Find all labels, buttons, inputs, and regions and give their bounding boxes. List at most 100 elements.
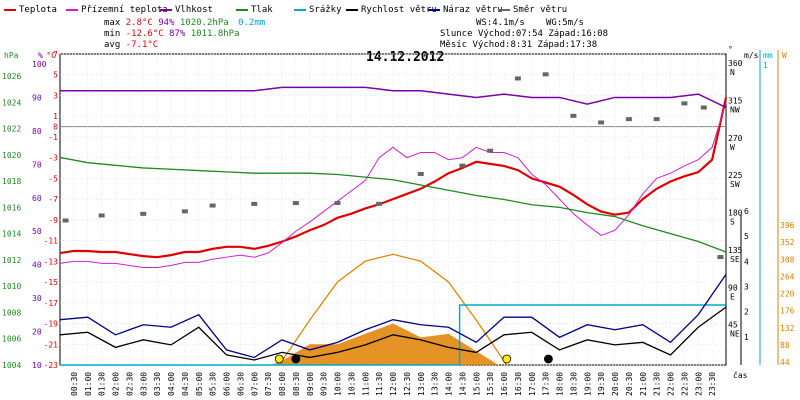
percent-axis-label: % bbox=[38, 51, 43, 60]
max-pressure: 1020.2hPa bbox=[179, 18, 229, 28]
x-tick: 19:00 bbox=[583, 372, 592, 396]
max-humidity: 94% bbox=[158, 18, 175, 28]
series-srazky bbox=[60, 304, 726, 366]
hpa-tick: 1004 bbox=[2, 361, 21, 370]
percent-tick: 100 bbox=[32, 60, 47, 69]
direction-tick-label: N bbox=[730, 68, 735, 77]
stats-ws: WS:4.1m/s bbox=[476, 18, 525, 28]
wind-direction-point bbox=[98, 213, 105, 218]
stats-sun-row: Slunce Východ:07:54 Západ:16:08 bbox=[440, 29, 608, 40]
x-tick: 10:00 bbox=[334, 372, 343, 396]
max-label: max bbox=[104, 18, 121, 28]
hpa-tick: 1016 bbox=[2, 203, 21, 212]
sun-moon-marker bbox=[502, 354, 512, 364]
percent-tick: 10 bbox=[32, 361, 42, 370]
x-tick: 06:00 bbox=[223, 372, 232, 396]
direction-tick-label: SW bbox=[730, 180, 740, 189]
x-tick: 11:30 bbox=[375, 372, 384, 396]
hpa-tick: 1010 bbox=[2, 282, 21, 291]
ms-tick: 5 bbox=[744, 232, 749, 241]
wind-direction-point bbox=[598, 120, 605, 125]
moon-rise: Východ:8:31 bbox=[472, 40, 533, 50]
x-axis-label: čas bbox=[733, 370, 748, 380]
legend-swatch bbox=[498, 8, 510, 11]
legend-label: Náraz větru bbox=[443, 5, 503, 15]
direction-tick: 360 bbox=[728, 59, 743, 68]
wm2-tick: 220 bbox=[780, 290, 795, 299]
x-tick: 04:00 bbox=[167, 372, 176, 396]
x-tick: 09:00 bbox=[306, 372, 315, 396]
wind-direction-point bbox=[653, 117, 660, 122]
celsius-tick: 5 bbox=[53, 71, 58, 80]
ms-tick: 4 bbox=[744, 257, 749, 266]
hpa-tick: 1018 bbox=[2, 177, 21, 186]
wind-direction-point bbox=[487, 148, 494, 153]
legend-item-5: Rychlost větru bbox=[346, 4, 437, 16]
direction-axis-label: ° bbox=[728, 45, 733, 54]
celsius-tick: -9 bbox=[48, 216, 58, 225]
legend-label: Vlhkost bbox=[175, 5, 213, 15]
legend-item-2: Vlhkost bbox=[160, 4, 213, 16]
wind-direction-point bbox=[417, 171, 424, 176]
legend-label: Rychlost větru bbox=[361, 5, 437, 15]
x-tick: 00:30 bbox=[70, 372, 79, 396]
legend-label: Tlak bbox=[251, 5, 273, 15]
celsius-tick: -19 bbox=[44, 320, 59, 329]
ms-tick: 3 bbox=[744, 283, 749, 292]
sun-set: Západ:16:08 bbox=[548, 29, 608, 39]
direction-tick-label: E bbox=[730, 292, 735, 301]
legend-swatch bbox=[428, 8, 440, 11]
celsius-tick: -13 bbox=[44, 257, 59, 266]
direction-tick: 270 bbox=[728, 134, 743, 143]
x-tick: 21:00 bbox=[639, 372, 648, 396]
celsius-tick: 3 bbox=[53, 91, 58, 100]
sun-moon-marker bbox=[291, 354, 301, 364]
celsius-tick: -3 bbox=[48, 154, 58, 163]
min-pressure: 1011.8hPa bbox=[190, 29, 240, 39]
percent-tick: 50 bbox=[32, 227, 42, 236]
legend-swatch bbox=[346, 8, 358, 11]
legend-label: Přízemní teplota bbox=[81, 5, 168, 15]
x-tick: 08:00 bbox=[278, 372, 287, 396]
wm2-tick: 352 bbox=[780, 238, 795, 247]
legend-swatch bbox=[294, 8, 306, 11]
wind-direction-point bbox=[62, 218, 69, 223]
ms-axis-label: m/s bbox=[744, 51, 759, 60]
ms-tick: 6 bbox=[744, 207, 749, 216]
x-tick: 04:30 bbox=[181, 372, 190, 396]
x-tick: 22:30 bbox=[680, 372, 689, 396]
ms-tick: 1 bbox=[744, 333, 749, 342]
celsius-tick: -17 bbox=[44, 299, 59, 308]
hpa-tick: 1022 bbox=[2, 125, 21, 134]
wind-direction-point bbox=[292, 201, 299, 206]
wm2-tick: 396 bbox=[780, 221, 795, 230]
mm-tick: 1 bbox=[763, 61, 768, 70]
direction-tick: 45 bbox=[728, 321, 738, 330]
x-tick: 07:00 bbox=[250, 372, 259, 396]
celsius-tick: -15 bbox=[44, 278, 59, 287]
max-rain: 0.2mm bbox=[238, 18, 266, 28]
radiation-area bbox=[270, 323, 499, 365]
direction-tick: 225 bbox=[728, 171, 743, 180]
direction-tick: 315 bbox=[728, 96, 743, 105]
legend-swatch bbox=[66, 8, 78, 11]
legend-item-4: Srážky bbox=[294, 4, 342, 16]
x-tick: 23:00 bbox=[694, 372, 703, 396]
x-tick: 06:30 bbox=[236, 372, 245, 396]
celsius-tick: -1 bbox=[48, 133, 58, 142]
wind-direction-point bbox=[717, 255, 724, 260]
percent-tick: 20 bbox=[32, 328, 42, 337]
wind-direction-point bbox=[625, 117, 632, 122]
x-tick: 02:30 bbox=[125, 372, 134, 396]
stats-moon-row: Měsíc Východ:8:31 Západ:17:38 bbox=[440, 40, 597, 51]
x-tick: 17:00 bbox=[528, 372, 537, 396]
wm2-axis-label: W bbox=[782, 51, 787, 60]
stats-avg-row: avg -7.1°C bbox=[104, 40, 158, 51]
x-tick: 14:30 bbox=[458, 372, 467, 396]
percent-tick: 80 bbox=[32, 127, 42, 136]
direction-tick: 180 bbox=[728, 209, 743, 218]
x-tick: 12:30 bbox=[403, 372, 412, 396]
x-tick: 18:30 bbox=[569, 372, 578, 396]
direction-tick-label: W bbox=[730, 143, 735, 152]
